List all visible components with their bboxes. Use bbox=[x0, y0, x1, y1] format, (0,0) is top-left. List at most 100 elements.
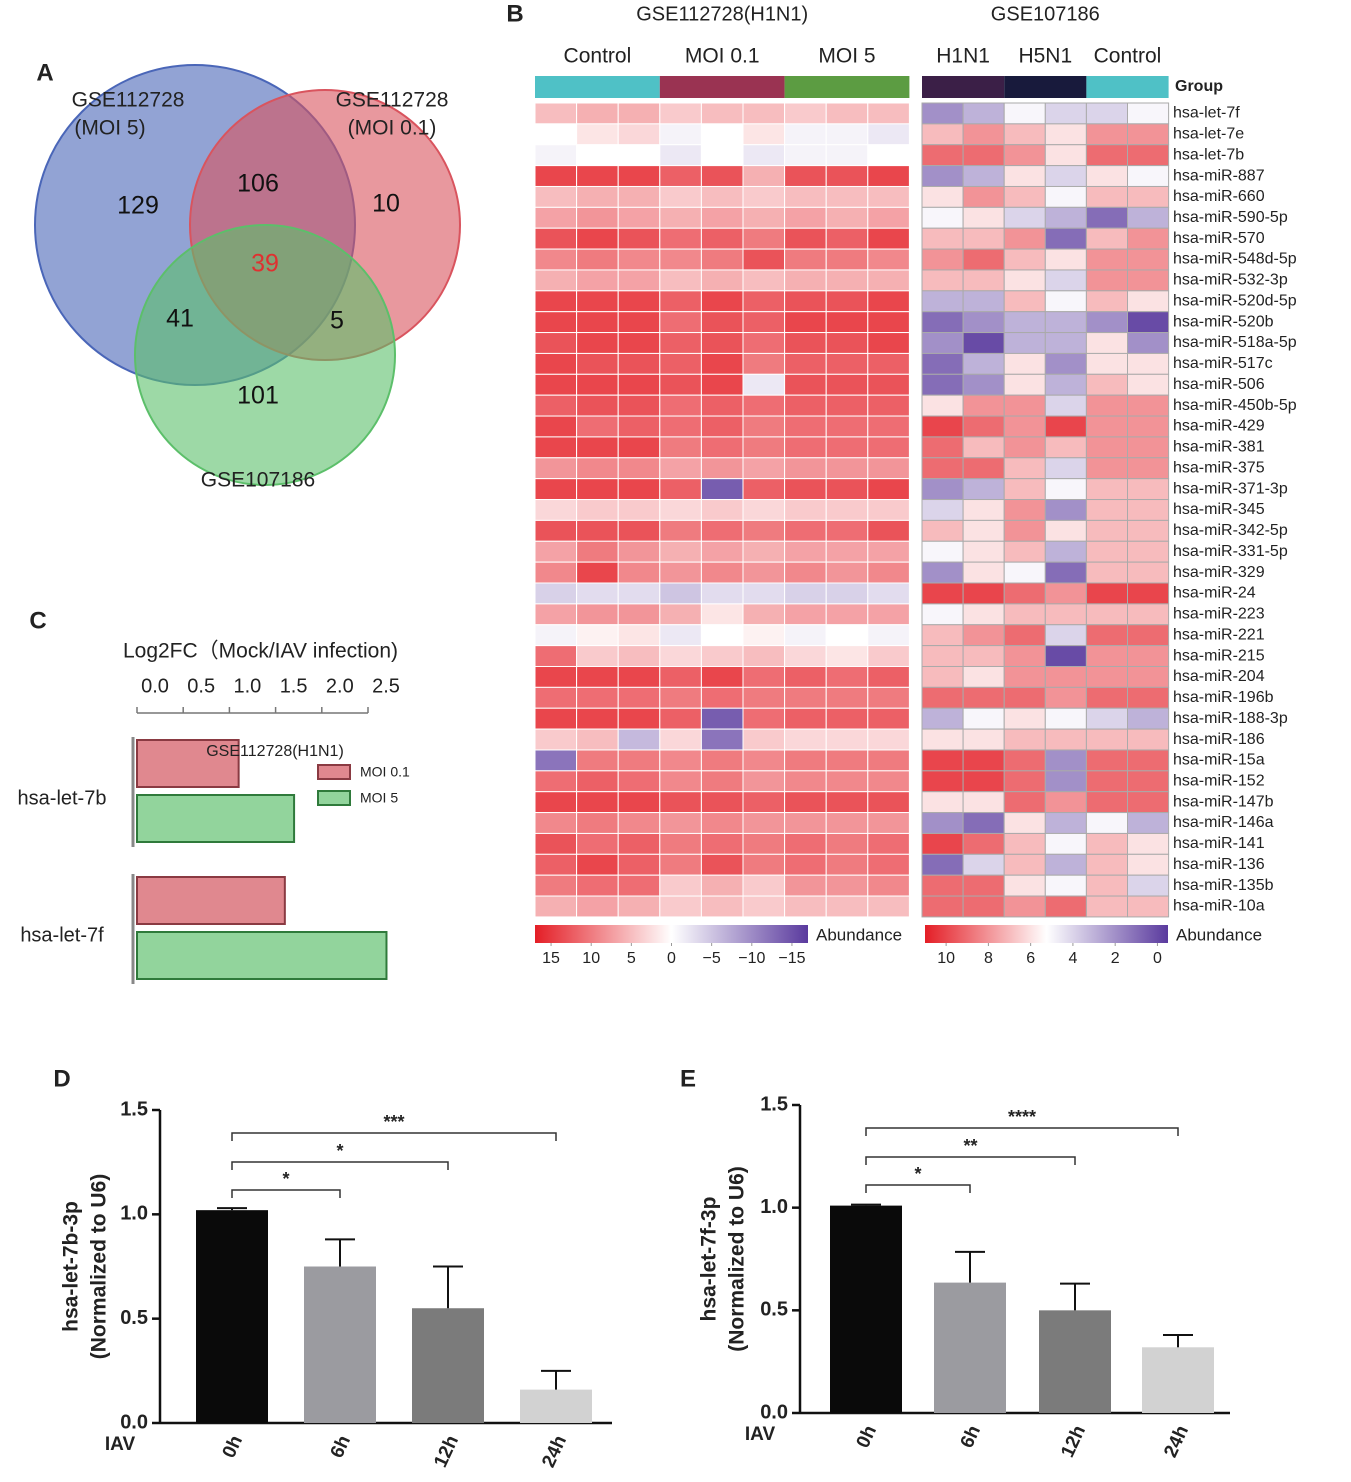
set-sublabel: (MOI 0.1) bbox=[348, 117, 437, 140]
heatmap-cell bbox=[659, 165, 702, 187]
heatmap-cell bbox=[617, 457, 661, 480]
heatmap-cell bbox=[700, 332, 744, 354]
heatmap-cell bbox=[962, 624, 1005, 647]
heatmap-cell bbox=[825, 499, 869, 521]
heatmap-cell bbox=[1003, 770, 1046, 793]
heatmap-cell bbox=[659, 749, 702, 772]
heatmap-cell bbox=[867, 373, 910, 396]
heatmap-cell bbox=[742, 269, 786, 292]
group-label: MOI 5 bbox=[818, 45, 875, 68]
colorbar-tick-label: 5 bbox=[627, 950, 636, 967]
heatmap-cell bbox=[921, 749, 964, 772]
heatmap-cell bbox=[742, 144, 786, 167]
heatmap-cell bbox=[1003, 311, 1046, 334]
heatmap-cell bbox=[867, 248, 910, 271]
heatmap-cell bbox=[1044, 686, 1087, 709]
heatmap-cell bbox=[867, 394, 910, 417]
heatmap-cell bbox=[962, 582, 1005, 605]
heatmap-cell bbox=[700, 895, 744, 918]
significance-label: * bbox=[914, 1164, 921, 1184]
colorbar-tick-label: 8 bbox=[984, 950, 993, 967]
heatmap-cell bbox=[617, 415, 661, 438]
heatmap-cell bbox=[534, 853, 578, 876]
heatmap-cell bbox=[742, 206, 786, 229]
heatmap-cell bbox=[921, 540, 964, 563]
heatmap-cell bbox=[867, 812, 910, 834]
heatmap-cell bbox=[742, 123, 786, 146]
heatmap-cell bbox=[659, 791, 702, 814]
heatmap-cell bbox=[742, 332, 786, 354]
heatmap-cell bbox=[1044, 603, 1087, 626]
heatmap-cell bbox=[617, 436, 661, 459]
heatmap-cell bbox=[1044, 561, 1087, 584]
heatmap-cell bbox=[1003, 436, 1046, 459]
heatmap-cell bbox=[1003, 749, 1046, 772]
row-label: hsa-miR-345 bbox=[1173, 501, 1265, 518]
heatmap-cell bbox=[1003, 874, 1046, 897]
heatmap-cell bbox=[784, 352, 827, 375]
heatmap-cell bbox=[1085, 206, 1129, 229]
heatmap-cell bbox=[742, 874, 786, 897]
heatmap-cell bbox=[784, 519, 827, 542]
heatmap-cell bbox=[742, 352, 786, 375]
region-count: 10 bbox=[372, 190, 400, 218]
heatmap-cell bbox=[576, 812, 619, 834]
heatmap-cell bbox=[1085, 123, 1129, 146]
heatmap-cell bbox=[1127, 248, 1170, 271]
heatmap-cell bbox=[921, 144, 964, 167]
heatmap-cell bbox=[576, 269, 619, 292]
heatmap-cell bbox=[534, 185, 578, 208]
heatmap-cell bbox=[784, 561, 827, 584]
heatmap-cell bbox=[1044, 206, 1087, 229]
heatmap-cell bbox=[576, 728, 619, 751]
heatmap-cell bbox=[825, 812, 869, 834]
heatmap-cell bbox=[576, 415, 619, 438]
colorbar-tick-label: 15 bbox=[542, 950, 560, 967]
y-tick-label: 1.0 bbox=[760, 1196, 788, 1218]
heatmap-cell bbox=[867, 290, 910, 313]
heatmap-cell bbox=[962, 332, 1005, 354]
heatmap-cell bbox=[700, 707, 744, 730]
heatmap-cell bbox=[576, 373, 619, 396]
heatmap-cell bbox=[921, 603, 964, 626]
heatmap-cell bbox=[659, 770, 702, 793]
row-label: hsa-miR-517c bbox=[1173, 355, 1273, 372]
heatmap-cell bbox=[1127, 540, 1170, 563]
heatmap-cell bbox=[659, 144, 702, 167]
heatmap-cell bbox=[534, 645, 578, 667]
heatmap-cell bbox=[1127, 749, 1170, 772]
row-label: hsa-miR-196b bbox=[1173, 689, 1274, 706]
heatmap-cell bbox=[921, 373, 964, 396]
heatmap-cell bbox=[700, 185, 744, 208]
heatmap-cell bbox=[962, 248, 1005, 271]
heatmap-cell bbox=[1044, 248, 1087, 271]
heatmap-cell bbox=[534, 352, 578, 375]
heatmap-cell bbox=[659, 185, 702, 208]
heatmap-cell bbox=[700, 248, 744, 271]
heatmap-cell bbox=[867, 749, 910, 772]
heatmap-cell bbox=[1044, 144, 1087, 167]
heatmap-cell bbox=[825, 457, 869, 480]
heatmap-cell bbox=[576, 248, 619, 271]
heatmap-cell bbox=[962, 812, 1005, 834]
x-tick-label: 2.5 bbox=[372, 675, 400, 697]
heatmap-cell bbox=[962, 165, 1005, 187]
heatmap-cell bbox=[921, 227, 964, 250]
heatmap-cell bbox=[659, 812, 702, 834]
row-label: hsa-miR-520b bbox=[1173, 313, 1274, 330]
heatmap-cell bbox=[1085, 540, 1129, 563]
heatmap-cell bbox=[921, 770, 964, 793]
heatmap-cell bbox=[1127, 290, 1170, 313]
y-tick-label: 0.5 bbox=[760, 1299, 788, 1321]
heatmap-cell bbox=[1044, 874, 1087, 897]
heatmap-cell bbox=[1003, 290, 1046, 313]
heatmap-cell bbox=[576, 665, 619, 688]
heatmap-cell bbox=[1085, 895, 1129, 918]
heatmap-cell bbox=[1127, 457, 1170, 480]
heatmap-cell bbox=[617, 227, 661, 250]
heatmap-cell bbox=[576, 791, 619, 814]
heatmap-cell bbox=[784, 749, 827, 772]
heatmap-cell bbox=[921, 728, 964, 751]
heatmap-cell bbox=[742, 624, 786, 647]
heatmap-cell bbox=[617, 624, 661, 647]
